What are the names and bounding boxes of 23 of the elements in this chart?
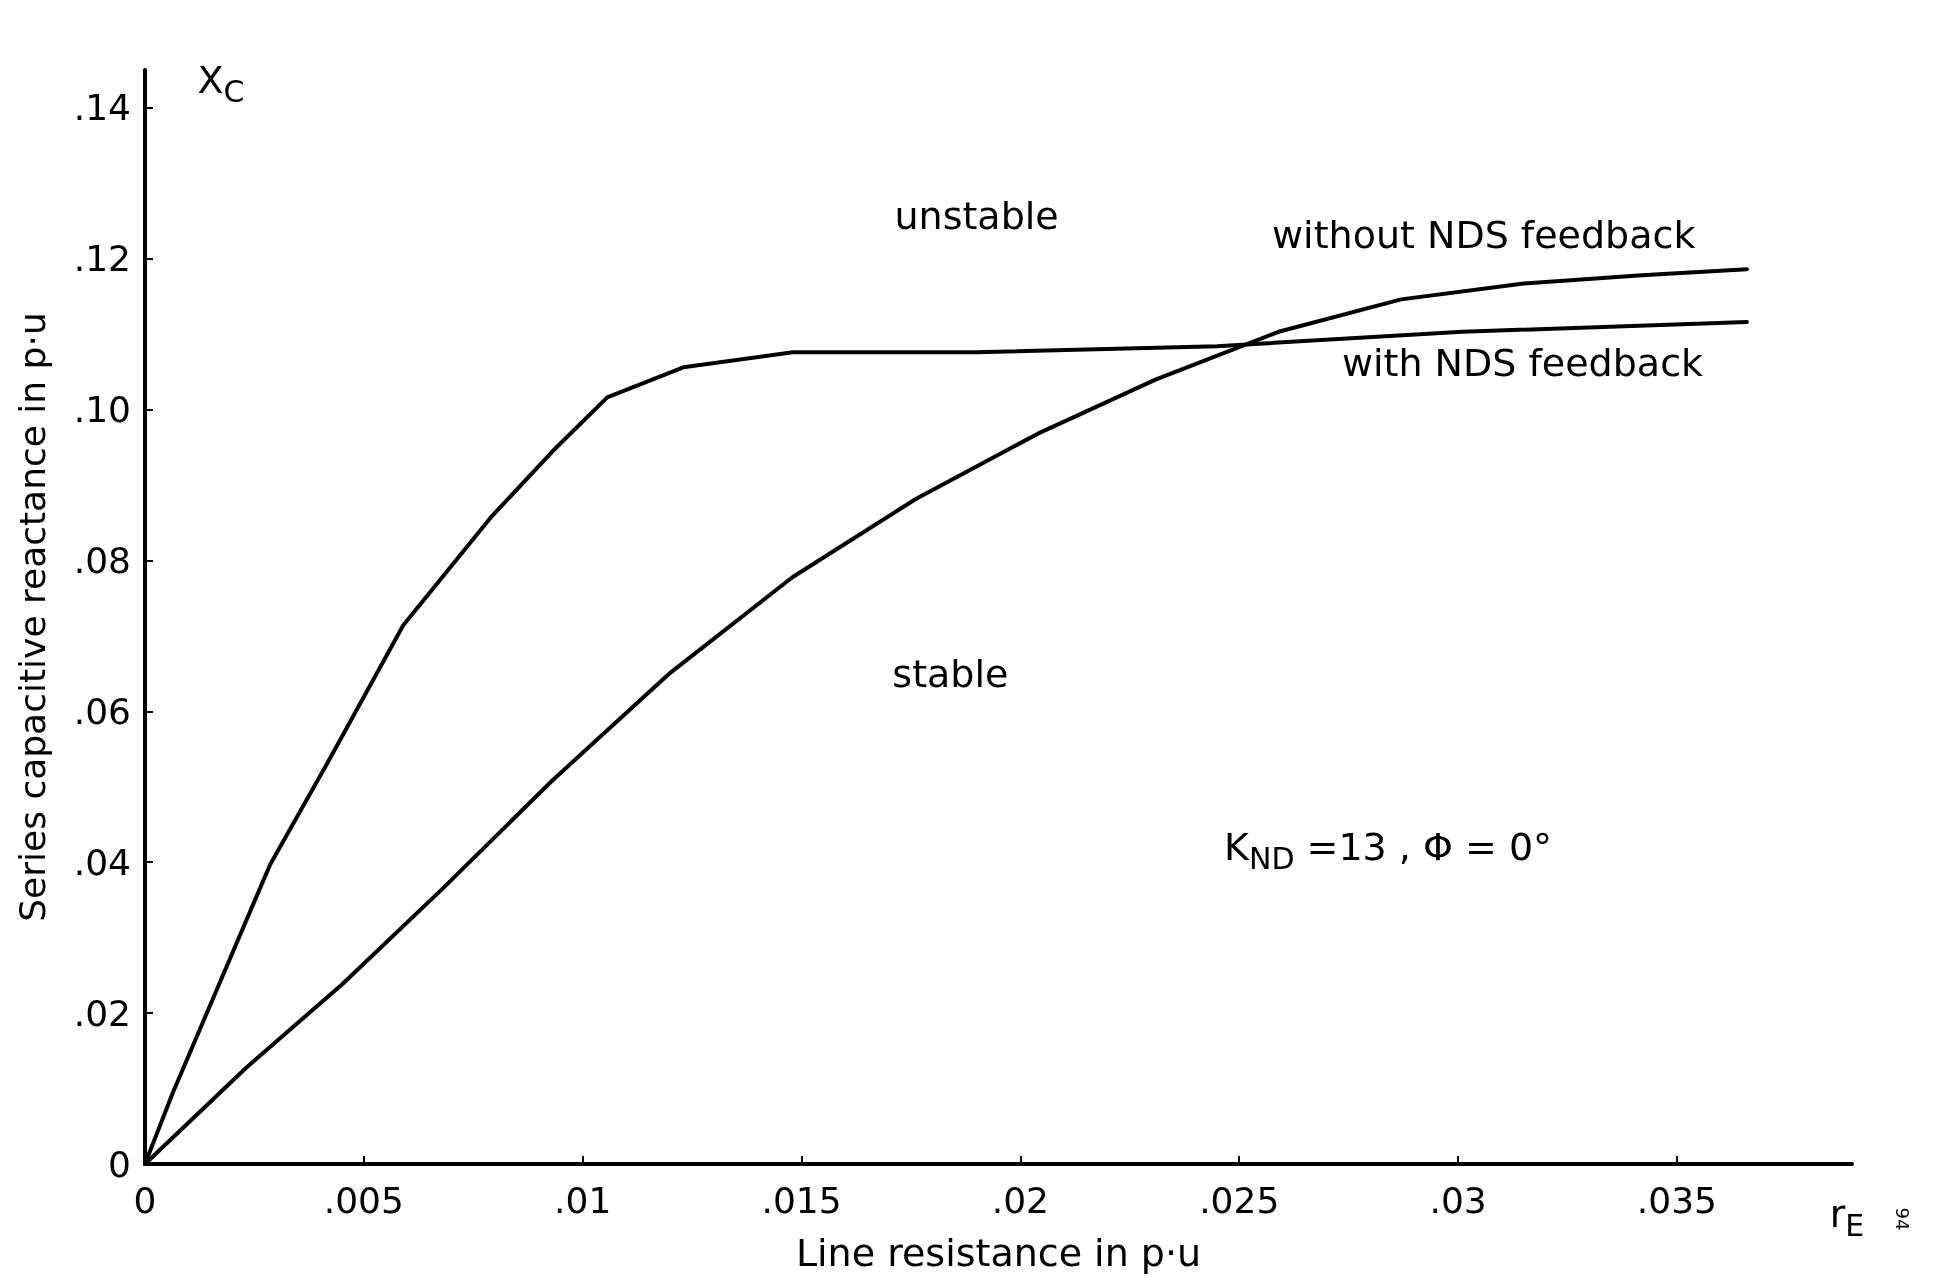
- y-tick-label: .08: [73, 539, 131, 581]
- x-tick-label: .01: [554, 1179, 612, 1221]
- y-axis-title: Series capacitive reactance in p·u: [11, 312, 53, 922]
- x-tick-label: 0: [133, 1179, 157, 1221]
- annotation: stable: [892, 651, 1009, 696]
- y-tick-label: .04: [73, 841, 131, 883]
- x-tick-label: .005: [323, 1179, 404, 1221]
- y-tick-label: .06: [73, 690, 131, 732]
- y-tick-label: .10: [73, 389, 131, 431]
- y-tick-label: .14: [73, 87, 131, 129]
- series-label: with NDS feedback: [1341, 340, 1704, 385]
- annotation: unstable: [894, 193, 1059, 238]
- x-tick-label: .015: [761, 1179, 842, 1221]
- y-tick-label: 0: [108, 1143, 131, 1185]
- y-tick-label: .12: [73, 238, 131, 280]
- y-tick-label: .02: [73, 992, 131, 1034]
- x-tick-label: .035: [1636, 1179, 1717, 1221]
- text: 94: [1891, 1207, 1913, 1231]
- x-tick-label: .02: [991, 1179, 1050, 1221]
- x-tick-label: .025: [1199, 1179, 1280, 1221]
- series-label: without NDS feedback: [1272, 212, 1696, 257]
- x-tick-label: .03: [1429, 1179, 1487, 1221]
- x-axis-title: Line resistance in p·u: [795, 1231, 1202, 1275]
